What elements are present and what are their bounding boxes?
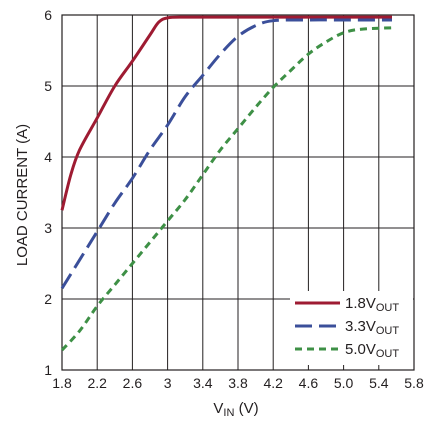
y-tick-label: 5 — [44, 78, 52, 94]
y-tick-label: 2 — [44, 291, 52, 307]
x-tick-label: 5.4 — [369, 375, 389, 391]
legend-label-0: 1.8VOUT — [345, 295, 399, 314]
series-line-1 — [60, 18, 392, 290]
x-tick-label: 3.8 — [228, 375, 248, 391]
y-tick-labels: 1 2 3 4 5 6 — [44, 7, 52, 378]
x-tick-label: 4.2 — [263, 375, 283, 391]
x-tick-label: 5.8 — [404, 375, 424, 391]
series-lines — [60, 15, 393, 352]
x-axis-label: VIN (V) — [213, 400, 258, 419]
y-tick-label: 3 — [44, 220, 52, 236]
legend: 1.8VOUT 3.3VOUT 5.0VOUT — [290, 291, 413, 365]
y-tick-label: 1 — [44, 362, 52, 378]
legend-label-1: 3.3VOUT — [345, 318, 399, 337]
x-tick-label: 4.6 — [299, 375, 319, 391]
plot-frame — [61, 14, 415, 371]
x-tick-labels: 1.8 2.2 2.6 3 3.4 3.8 4.2 4.6 5.0 5.4 5.8 — [52, 375, 424, 391]
x-tick-label: 2.6 — [123, 375, 143, 391]
x-tick-label: 1.8 — [52, 375, 72, 391]
x-tick-label: 5.0 — [334, 375, 354, 391]
x-tick-label: 3 — [164, 375, 172, 391]
y-axis-label: LOAD CURRENT (A) — [14, 124, 31, 266]
legend-label-2: 5.0VOUT — [345, 341, 399, 360]
x-tick-label: 2.2 — [87, 375, 107, 391]
series-line-0 — [60, 15, 392, 211]
y-tick-label: 4 — [44, 149, 52, 165]
series-line-2 — [60, 26, 393, 352]
y-tick-label: 6 — [44, 7, 52, 23]
x-tick-label: 3.4 — [193, 375, 213, 391]
